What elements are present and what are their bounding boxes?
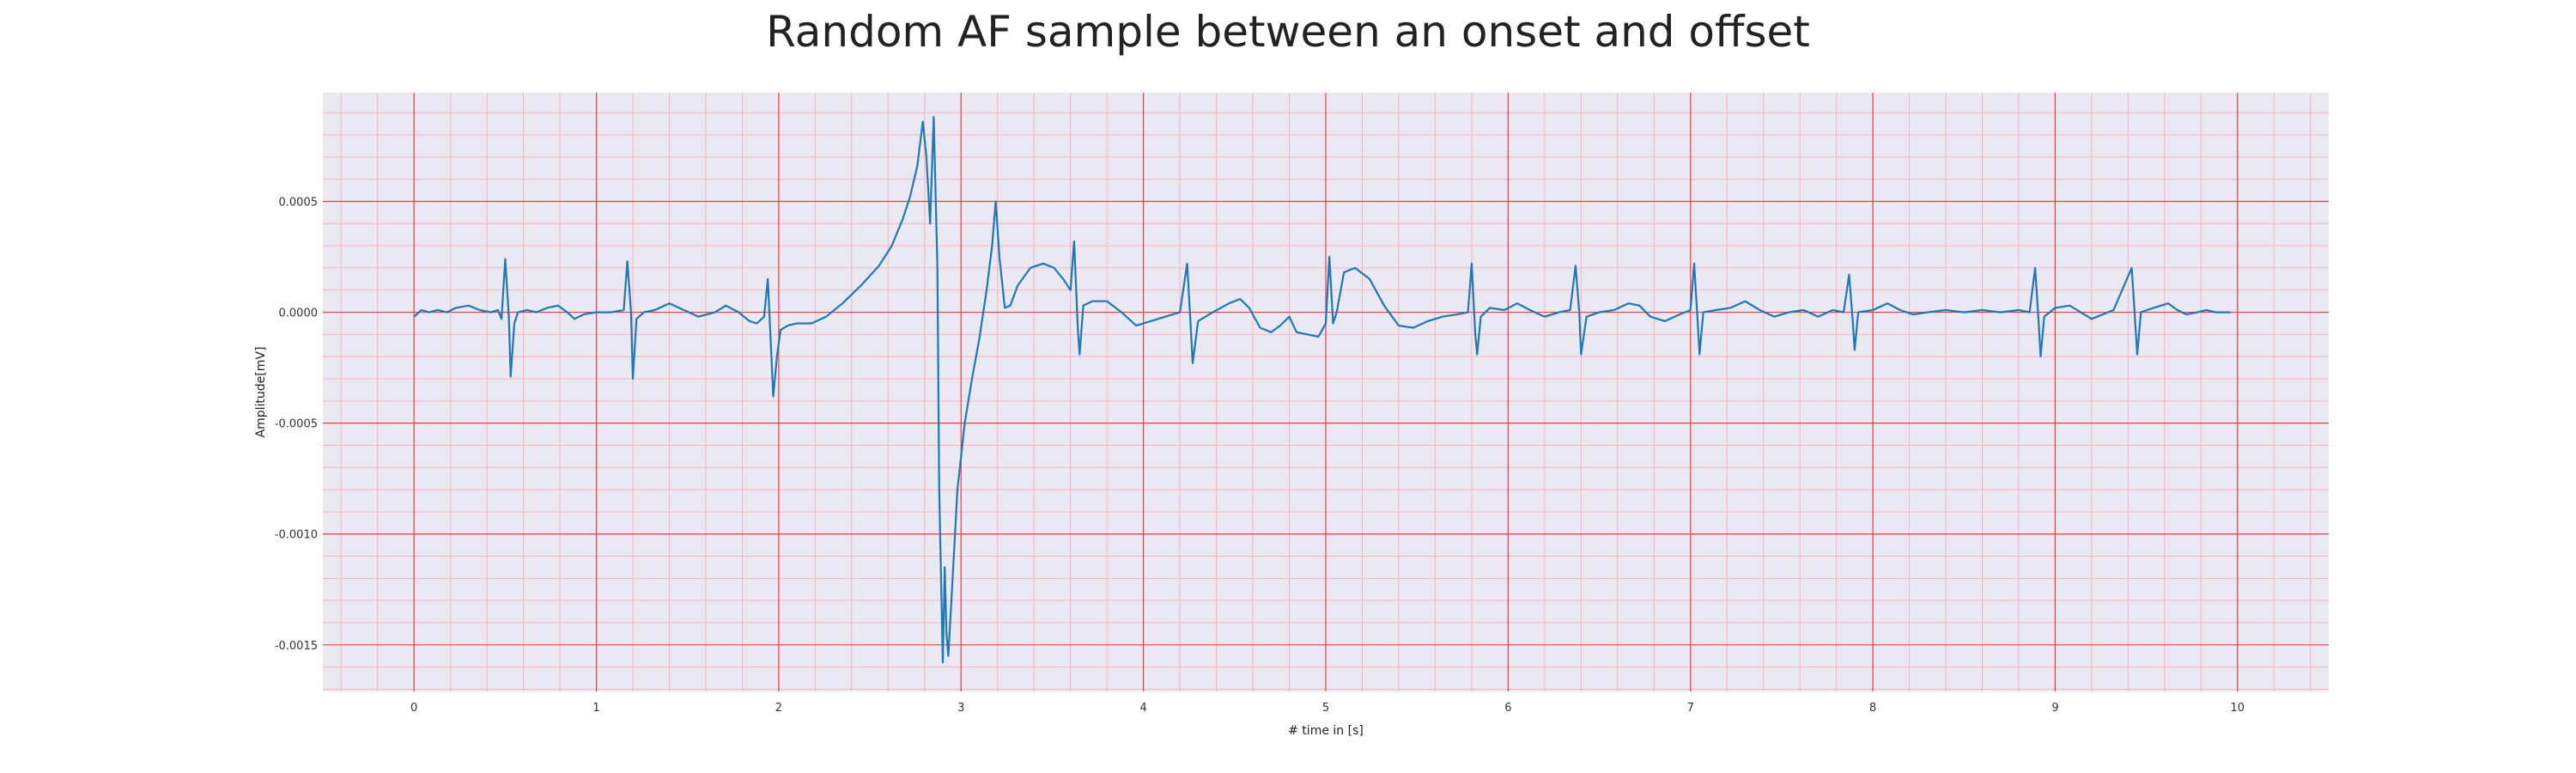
x-tick-label: 1 (592, 702, 599, 715)
y-tick-label: 0.0005 (279, 196, 319, 209)
major-grid (323, 93, 2329, 691)
series-line (413, 116, 2231, 664)
x-tick-label: 2 (775, 702, 782, 715)
chart-title: Random AF sample between an onset and of… (766, 7, 1810, 57)
x-tick-label: 7 (1687, 702, 1694, 715)
y-tick-label: -0.0005 (275, 418, 318, 431)
x-axis-label: # time in [s] (1288, 724, 1364, 738)
x-tick-label: 3 (957, 702, 964, 715)
x-tick-label: 9 (2051, 702, 2058, 715)
x-tick-label: 4 (1139, 702, 1146, 715)
x-tick-label: 8 (1869, 702, 1876, 715)
y-axis-ticks: 0.0005 0.0000 -0.0005 -0.0010 -0.0015 (275, 196, 318, 652)
y-tick-label: -0.0015 (275, 640, 318, 653)
y-tick-label: 0.0000 (279, 307, 319, 320)
x-axis-ticks: 0 1 2 3 4 5 6 7 8 9 10 (410, 702, 2245, 715)
y-tick-label: -0.0010 (275, 529, 318, 542)
x-tick-label: 10 (2231, 702, 2245, 715)
x-tick-label: 0 (410, 702, 417, 715)
x-tick-label: 6 (1504, 702, 1511, 715)
x-tick-label: 5 (1322, 702, 1329, 715)
y-axis-label: Amplitude[mV] (254, 347, 268, 438)
